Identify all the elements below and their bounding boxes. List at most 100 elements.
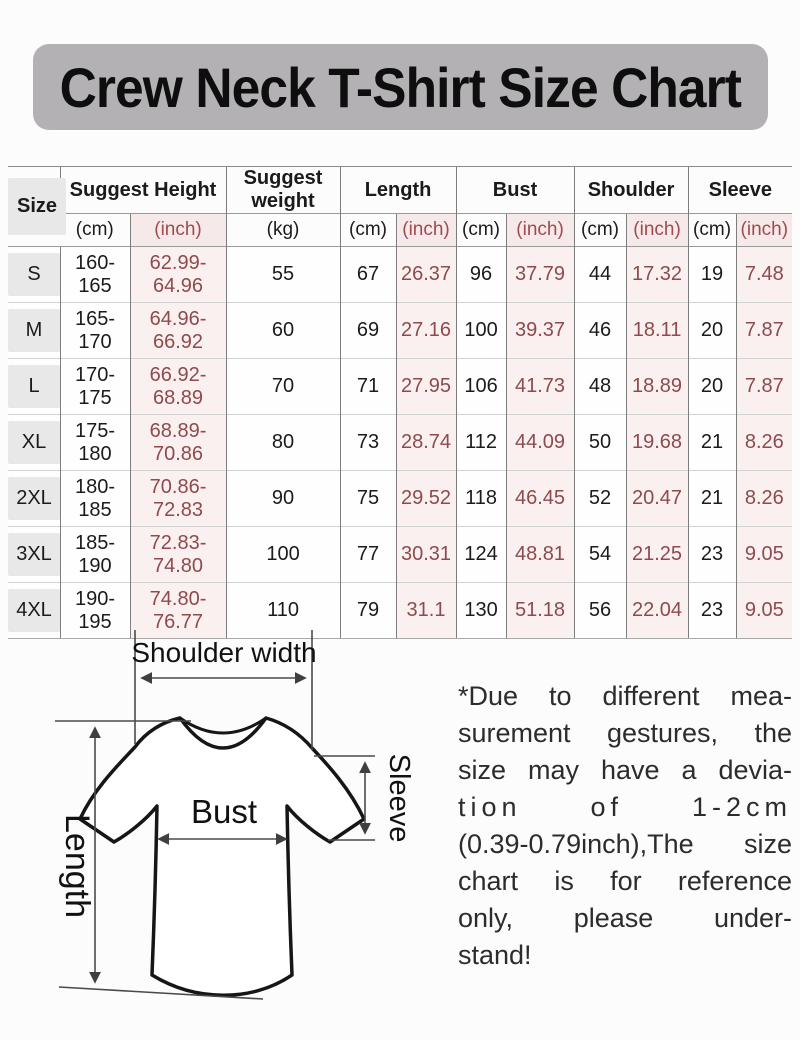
- data-cell: 96: [455, 246, 507, 303]
- data-cell: 112: [455, 414, 507, 471]
- subheader-height-cm: (cm): [60, 213, 130, 247]
- data-cell: 21: [687, 470, 737, 527]
- data-cell: 7.87: [735, 302, 793, 359]
- data-cell: 41.73: [505, 358, 575, 415]
- size-label: L: [8, 365, 60, 408]
- sleeve-label: Sleeve: [383, 754, 415, 843]
- note-line: tion of 1-2cm: [458, 792, 792, 822]
- subheader-bust-inch: (inch): [505, 213, 575, 247]
- table-row: XL 175-180 68.89-70.86 80 73 28.74 112 44.09 50 1…: [8, 414, 793, 471]
- length-bottom-guide: [58, 986, 264, 1000]
- data-cell: 180-185: [59, 470, 130, 527]
- table-header: Size Suggest Height Suggest weight Lengt…: [8, 166, 793, 247]
- data-cell: 80: [225, 414, 341, 471]
- note-line: only, please under-: [458, 903, 792, 933]
- data-cell: 18.89: [625, 358, 689, 415]
- data-cell: 170-175: [59, 358, 130, 415]
- data-cell: 51.18: [505, 582, 575, 639]
- size-label: S: [8, 253, 60, 296]
- tshirt-diagram: Shoulder width Bust Length Sleeve: [28, 626, 452, 1040]
- column-group-sleeve: Sleeve: [687, 166, 793, 214]
- size-label: 4XL: [8, 589, 60, 632]
- subheader-height-inch: (inch): [129, 213, 227, 247]
- data-cell: 100: [225, 526, 341, 583]
- size-table: Size Suggest Height Suggest weight Lengt…: [8, 166, 793, 639]
- subheader-length-cm: (cm): [339, 213, 397, 247]
- data-cell: 46: [573, 302, 627, 359]
- size-corner-label: Size: [8, 178, 67, 235]
- column-group-shoulder: Shoulder: [573, 166, 689, 214]
- data-cell: 31.1: [395, 582, 457, 639]
- size-label: XL: [8, 421, 60, 464]
- data-cell: 7.48: [735, 246, 793, 303]
- data-cell: 8.26: [735, 414, 793, 471]
- data-cell: 20: [687, 358, 737, 415]
- data-cell: 70: [225, 358, 341, 415]
- size-corner-cell: Size: [8, 166, 67, 247]
- data-cell: 23: [687, 582, 737, 639]
- note-text: *Due to different mea-surement gestures,…: [458, 678, 792, 974]
- data-cell: 52: [573, 470, 627, 527]
- subheader-bust-cm: (cm): [455, 213, 507, 247]
- tshirt-collar-line: [178, 716, 268, 735]
- table-row: 4XL 190-195 74.80-76.77 110 79 31.1 130 51.18 56…: [8, 582, 793, 639]
- note-line: size may have a devia-: [458, 755, 792, 785]
- data-cell: 72.83-74.80: [129, 526, 227, 583]
- note-line: *Due to different mea-: [458, 681, 792, 711]
- subheader-length-inch: (inch): [395, 213, 457, 247]
- table-body: S 160-165 62.99-64.96 55 67 26.37 96 37.79 44 17.…: [8, 246, 793, 639]
- title-banner: Crew Neck T-Shirt Size Chart: [33, 44, 768, 130]
- data-cell: 190-195: [59, 582, 130, 639]
- size-label: M: [8, 309, 60, 352]
- data-cell: 165-170: [59, 302, 130, 359]
- data-cell: 175-180: [59, 414, 130, 471]
- column-group-suggest-height: Suggest Height: [59, 166, 227, 214]
- data-cell: 48.81: [505, 526, 575, 583]
- data-cell: 79: [339, 582, 397, 639]
- data-cell: 75: [339, 470, 397, 527]
- data-cell: 48: [573, 358, 627, 415]
- size-cell: 3XL: [8, 526, 60, 583]
- data-cell: 9.05: [735, 582, 793, 639]
- data-cell: 46.45: [505, 470, 575, 527]
- data-cell: 23: [687, 526, 737, 583]
- table-row: M 165-170 64.96-66.92 60 69 27.16 100 39.37 46 18…: [8, 302, 793, 359]
- data-cell: 55: [225, 246, 341, 303]
- data-cell: 9.05: [735, 526, 793, 583]
- note-line: chart is for reference: [458, 866, 792, 896]
- subheader-shoulder-cm: (cm): [573, 213, 627, 247]
- data-cell: 17.32: [625, 246, 689, 303]
- size-cell: S: [8, 246, 60, 303]
- note-line: (0.39-0.79inch),The size: [458, 829, 792, 859]
- data-cell: 29.52: [395, 470, 457, 527]
- data-cell: 50: [573, 414, 627, 471]
- data-cell: 44: [573, 246, 627, 303]
- note-line: surement gestures, the: [458, 718, 792, 748]
- size-cell: L: [8, 358, 60, 415]
- data-cell: 66.92-68.89: [129, 358, 227, 415]
- data-cell: 130: [455, 582, 507, 639]
- data-cell: 44.09: [505, 414, 575, 471]
- data-cell: 73: [339, 414, 397, 471]
- page-title: Crew Neck T-Shirt Size Chart: [59, 55, 742, 119]
- column-group-suggest-weight: Suggest weight: [225, 166, 341, 214]
- data-cell: 160-165: [59, 246, 130, 303]
- data-cell: 21.25: [625, 526, 689, 583]
- table-row: L 170-175 66.92-68.89 70 71 27.95 106 41.73 48 18…: [8, 358, 793, 415]
- data-cell: 71: [339, 358, 397, 415]
- data-cell: 60: [225, 302, 341, 359]
- size-cell: 2XL: [8, 470, 60, 527]
- data-cell: 54: [573, 526, 627, 583]
- subheader-sleeve-inch: (inch): [735, 213, 793, 247]
- tshirt-diagram-svg: Shoulder width Bust Length Sleeve: [55, 630, 415, 1000]
- data-cell: 8.26: [735, 470, 793, 527]
- data-cell: 106: [455, 358, 507, 415]
- data-cell: 64.96-66.92: [129, 302, 227, 359]
- shoulder-width-label: Shoulder width: [131, 637, 316, 668]
- subheader-shoulder-inch: (inch): [625, 213, 689, 247]
- data-cell: 100: [455, 302, 507, 359]
- table-row: S 160-165 62.99-64.96 55 67 26.37 96 37.79 44 17.…: [8, 246, 793, 303]
- data-cell: 26.37: [395, 246, 457, 303]
- data-cell: 39.37: [505, 302, 575, 359]
- size-cell: M: [8, 302, 60, 359]
